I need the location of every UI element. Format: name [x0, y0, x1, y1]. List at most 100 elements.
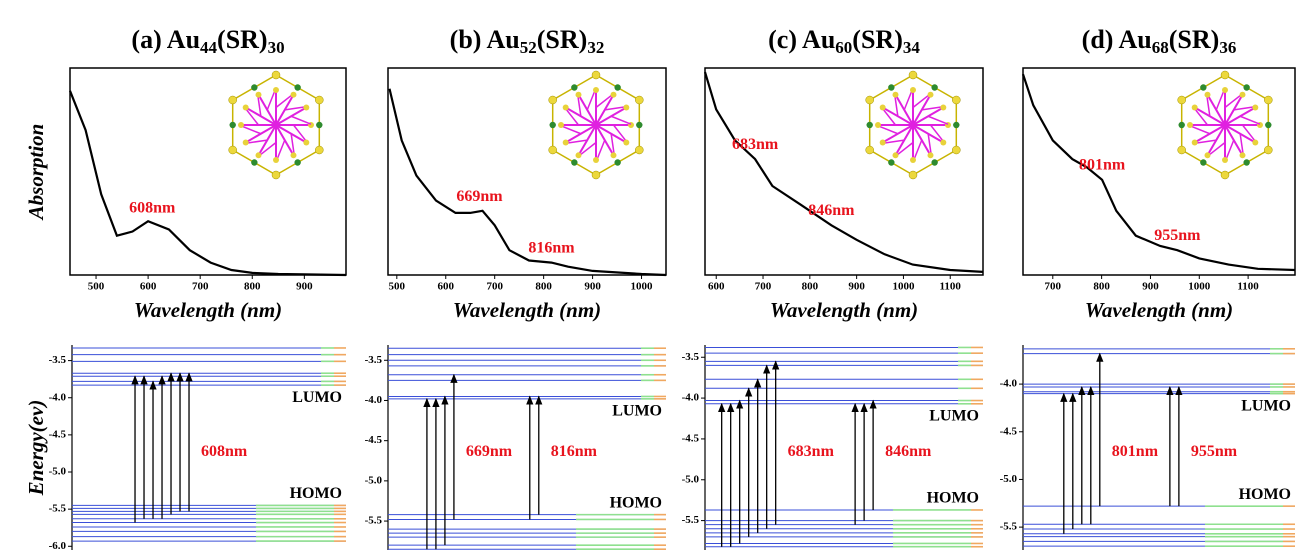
absorption-curve	[388, 88, 667, 277]
bond	[1225, 139, 1235, 161]
atom	[229, 121, 236, 129]
x-tick-label: 500	[389, 281, 406, 293]
plot-frame	[704, 67, 984, 276]
atom	[614, 84, 621, 91]
x-tick-label: 900	[584, 281, 601, 293]
atom	[251, 84, 258, 91]
atom	[892, 91, 899, 98]
atom	[1200, 159, 1207, 166]
x-axis-title: Wavelength (nm)	[453, 298, 601, 322]
y-tick-label: -6.0	[49, 540, 67, 550]
atom	[316, 121, 323, 129]
atom	[610, 91, 617, 98]
bond	[290, 115, 312, 125]
atom	[1200, 84, 1207, 91]
atom	[593, 87, 599, 93]
bond	[1195, 139, 1217, 144]
atom	[636, 121, 643, 129]
bond	[246, 139, 268, 144]
y-tick-label: -5.5	[1000, 521, 1018, 533]
atom	[294, 84, 301, 91]
panel-title: (d) Au68(SR)36	[1082, 25, 1237, 57]
atom	[315, 95, 324, 105]
peak-label: 669nm	[456, 188, 503, 205]
atom	[1265, 121, 1272, 129]
atom	[940, 104, 947, 111]
atom	[1222, 87, 1228, 93]
lumo-label: LUMO	[929, 407, 979, 424]
homo-label: HOMO	[290, 485, 342, 502]
x-tick-label: 700	[486, 281, 503, 293]
x-tick-label: 800	[535, 281, 552, 293]
atom	[1264, 145, 1273, 155]
y-tick-label: -3.5	[682, 351, 700, 363]
atom	[953, 121, 960, 129]
bond	[566, 139, 588, 144]
atom	[575, 152, 582, 159]
atom	[290, 91, 297, 98]
atom	[865, 145, 874, 155]
y-tick-label: -5.0	[49, 466, 67, 478]
peak-label: 955nm	[1154, 227, 1201, 244]
atom	[623, 104, 630, 111]
plot-frame	[1022, 67, 1296, 276]
atom	[562, 139, 569, 146]
bond	[881, 107, 897, 126]
atom	[273, 157, 279, 163]
bond	[1207, 141, 1226, 157]
atom	[1204, 152, 1211, 159]
atom	[273, 87, 279, 93]
atom	[910, 87, 916, 93]
x-tick-label: 1100	[940, 281, 962, 293]
bond	[560, 125, 582, 135]
bond	[577, 95, 582, 117]
bond	[578, 141, 597, 157]
atom	[228, 95, 237, 105]
transition-label: 608nm	[201, 443, 248, 460]
y-tick-label: -5.5	[365, 515, 383, 527]
atom	[866, 121, 873, 129]
atom	[303, 139, 310, 146]
bond	[895, 141, 914, 157]
atom	[635, 145, 644, 155]
bond	[275, 93, 294, 109]
transition-label: 955nm	[1191, 443, 1238, 460]
y-axis-title: Energy(ev)	[24, 400, 48, 497]
peak-label: 846nm	[808, 202, 855, 219]
atom	[875, 122, 881, 128]
y-tick-label: -4.5	[1000, 425, 1018, 437]
atom	[1178, 121, 1185, 129]
atom	[1252, 139, 1259, 146]
bond	[927, 133, 932, 155]
panel-title: (b) Au52(SR)32	[450, 25, 605, 57]
bond	[921, 106, 943, 111]
bond	[883, 139, 905, 144]
atom	[940, 139, 947, 146]
atom	[271, 70, 281, 80]
y-tick-label: -4.5	[365, 434, 383, 446]
atom	[1187, 122, 1193, 128]
x-tick-label: 800	[244, 281, 261, 293]
x-tick-label: 600	[708, 281, 725, 293]
bond	[586, 89, 596, 111]
atom	[1252, 104, 1259, 111]
atom	[575, 91, 582, 98]
absorption-curve	[68, 90, 347, 277]
atom	[614, 159, 621, 166]
x-tick-label: 1100	[1237, 281, 1259, 293]
x-tick-label: 1000	[1188, 281, 1211, 293]
bond	[276, 139, 286, 161]
x-axis-title: Wavelength (nm)	[770, 298, 918, 322]
atom	[1177, 95, 1186, 105]
bond	[877, 125, 899, 135]
atom	[290, 152, 297, 159]
bond	[240, 125, 262, 135]
atom	[593, 157, 599, 163]
bond	[1241, 124, 1257, 143]
y-tick-label: -5.0	[365, 474, 383, 486]
bond	[913, 139, 923, 161]
atom	[931, 84, 938, 91]
bond	[612, 124, 628, 143]
homo-label: HOMO	[1239, 486, 1291, 503]
atom	[294, 159, 301, 166]
